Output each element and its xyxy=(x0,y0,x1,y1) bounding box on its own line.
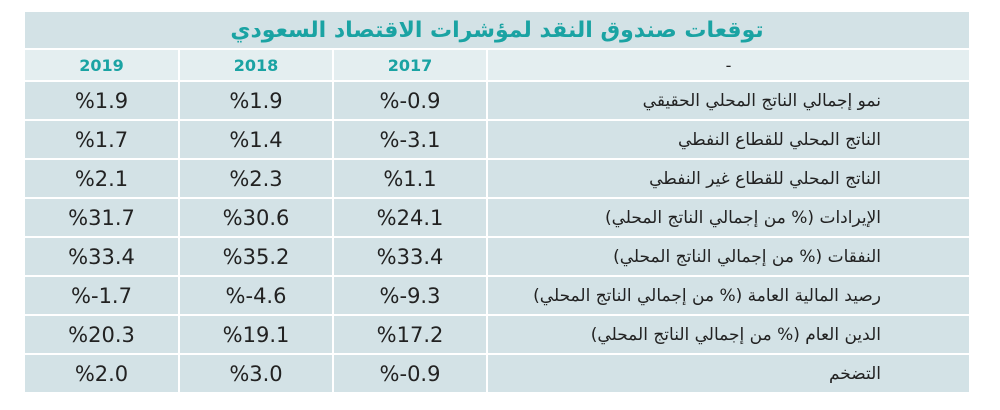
cell-2018: %-4.6 xyxy=(179,276,334,316)
forecast-table: 2019 2018 2017 - %1.9 %1.9 %-0.9 نمو إجم… xyxy=(25,50,969,392)
cell-2019: %2.0 xyxy=(25,354,180,392)
cell-2017: %-0.9 xyxy=(333,81,488,121)
table-header-row: 2019 2018 2017 - xyxy=(25,50,969,82)
column-header-indicator: - xyxy=(487,50,969,82)
cell-2018: %35.2 xyxy=(179,237,334,277)
cell-2017: %-9.3 xyxy=(333,276,488,316)
table-row: %33.4 %35.2 %33.4 النفقات (% من إجمالي ا… xyxy=(25,237,969,277)
cell-2019: %31.7 xyxy=(25,198,180,238)
cell-2018: %19.1 xyxy=(179,315,334,355)
cell-2017: %33.4 xyxy=(333,237,488,277)
cell-2017: %1.1 xyxy=(333,159,488,199)
indicator-label: الدين العام (% من إجمالي الناتج المحلي) xyxy=(487,315,969,355)
cell-2017: %-0.9 xyxy=(333,354,488,392)
indicator-label: رصيد المالية العامة (% من إجمالي الناتج … xyxy=(487,276,969,316)
indicator-label: التضخم xyxy=(828,363,881,384)
table-row: %2.1 %2.3 %1.1 الناتج المحلي للقطاع غير … xyxy=(25,159,969,199)
table-title-bar: توقعات صندوق النقد لمؤشرات الاقتصاد السع… xyxy=(25,12,969,50)
cell-2018: %1.4 xyxy=(179,120,334,160)
table-row: %20.3 %19.1 %17.2 الدين العام (% من إجما… xyxy=(25,315,969,355)
indicator-label: نمو إجمالي الناتج المحلي الحقيقي xyxy=(487,81,969,121)
cell-2018: %30.6 xyxy=(179,198,334,238)
cell-2019: %-1.7 xyxy=(25,276,180,316)
table-row: %-1.7 %-4.6 %-9.3 رصيد المالية العامة (%… xyxy=(25,276,969,316)
cell-2018: %3.0 xyxy=(179,354,334,392)
cell-2019: %20.3 xyxy=(25,315,180,355)
cell-2017: %-3.1 xyxy=(333,120,488,160)
cell-2019: %33.4 xyxy=(25,237,180,277)
cell-2017: %17.2 xyxy=(333,315,488,355)
cell-2017: %24.1 xyxy=(333,198,488,238)
cell-2019: %1.9 xyxy=(25,81,180,121)
indicator-label: الإيرادات (% من إجمالي الناتج المحلي) xyxy=(487,198,969,238)
table-title: توقعات صندوق النقد لمؤشرات الاقتصاد السع… xyxy=(230,17,764,43)
table-row: %2.0 %3.0 %-0.9 التضخم xyxy=(25,354,969,392)
table-row: %1.7 %1.4 %-3.1 الناتج المحلي للقطاع الن… xyxy=(25,120,969,160)
indicator-label: الناتج المحلي للقطاع النفطي xyxy=(487,120,969,160)
table-row: %1.9 %1.9 %-0.9 نمو إجمالي الناتج المحلي… xyxy=(25,81,969,121)
indicator-label: النفقات (% من إجمالي الناتج المحلي) xyxy=(487,237,969,277)
cell-2019: %2.1 xyxy=(25,159,180,199)
column-header-2018: 2018 xyxy=(179,50,334,82)
column-header-2019: 2019 xyxy=(25,50,180,82)
imf-forecast-table-card: توقعات صندوق النقد لمؤشرات الاقتصاد السع… xyxy=(25,12,969,392)
indicator-label: الناتج المحلي للقطاع غير النفطي xyxy=(487,159,969,199)
cell-2018: %2.3 xyxy=(179,159,334,199)
column-header-2017: 2017 xyxy=(333,50,488,82)
table-row: %31.7 %30.6 %24.1 الإيرادات (% من إجمالي… xyxy=(25,198,969,238)
cell-2018: %1.9 xyxy=(179,81,334,121)
cell-2019: %1.7 xyxy=(25,120,180,160)
